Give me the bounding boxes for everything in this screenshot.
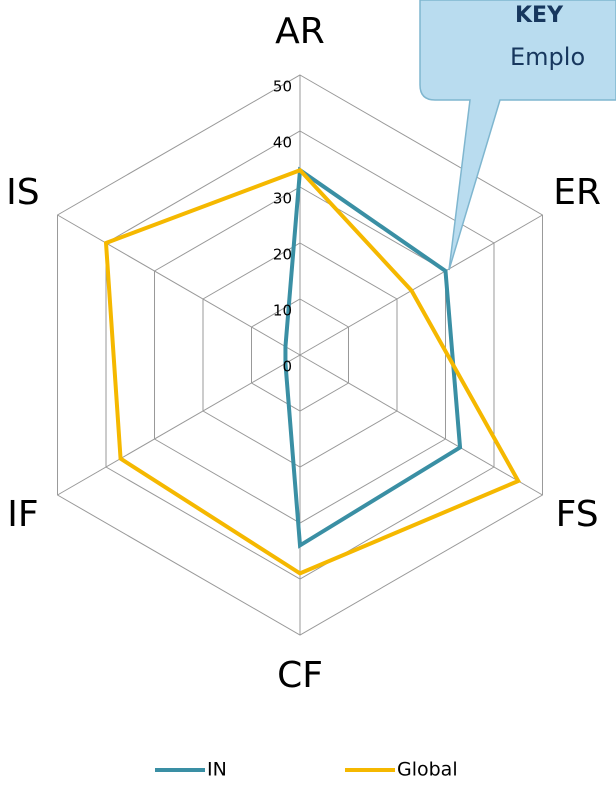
- y-tick-label: 40: [273, 134, 292, 152]
- spoke: [57, 214, 301, 356]
- axis-label: AR: [275, 11, 325, 52]
- series-line: [283, 166, 463, 549]
- callout-box: [419, 0, 616, 271]
- spoke: [299, 354, 543, 496]
- y-tick-label: 0: [282, 358, 292, 376]
- series-line: [103, 167, 522, 576]
- axis-label: ER: [553, 172, 601, 213]
- callout-text: Emplo: [510, 43, 585, 71]
- axis-label: FS: [556, 494, 599, 535]
- legend-label: Global: [397, 759, 458, 781]
- y-tick-label: 30: [273, 190, 292, 208]
- spoke: [57, 354, 301, 496]
- axis-label: CF: [277, 655, 323, 696]
- legend-label: IN: [207, 759, 227, 781]
- callout-title: KEY: [515, 3, 564, 28]
- spoke: [299, 214, 543, 356]
- marks: [103, 166, 522, 576]
- y-tick-label: 10: [273, 302, 292, 320]
- y-tick-label: 50: [273, 78, 292, 96]
- axis-label: IS: [6, 172, 39, 213]
- axis-label: IF: [7, 494, 38, 535]
- y-tick-label: 20: [273, 246, 292, 264]
